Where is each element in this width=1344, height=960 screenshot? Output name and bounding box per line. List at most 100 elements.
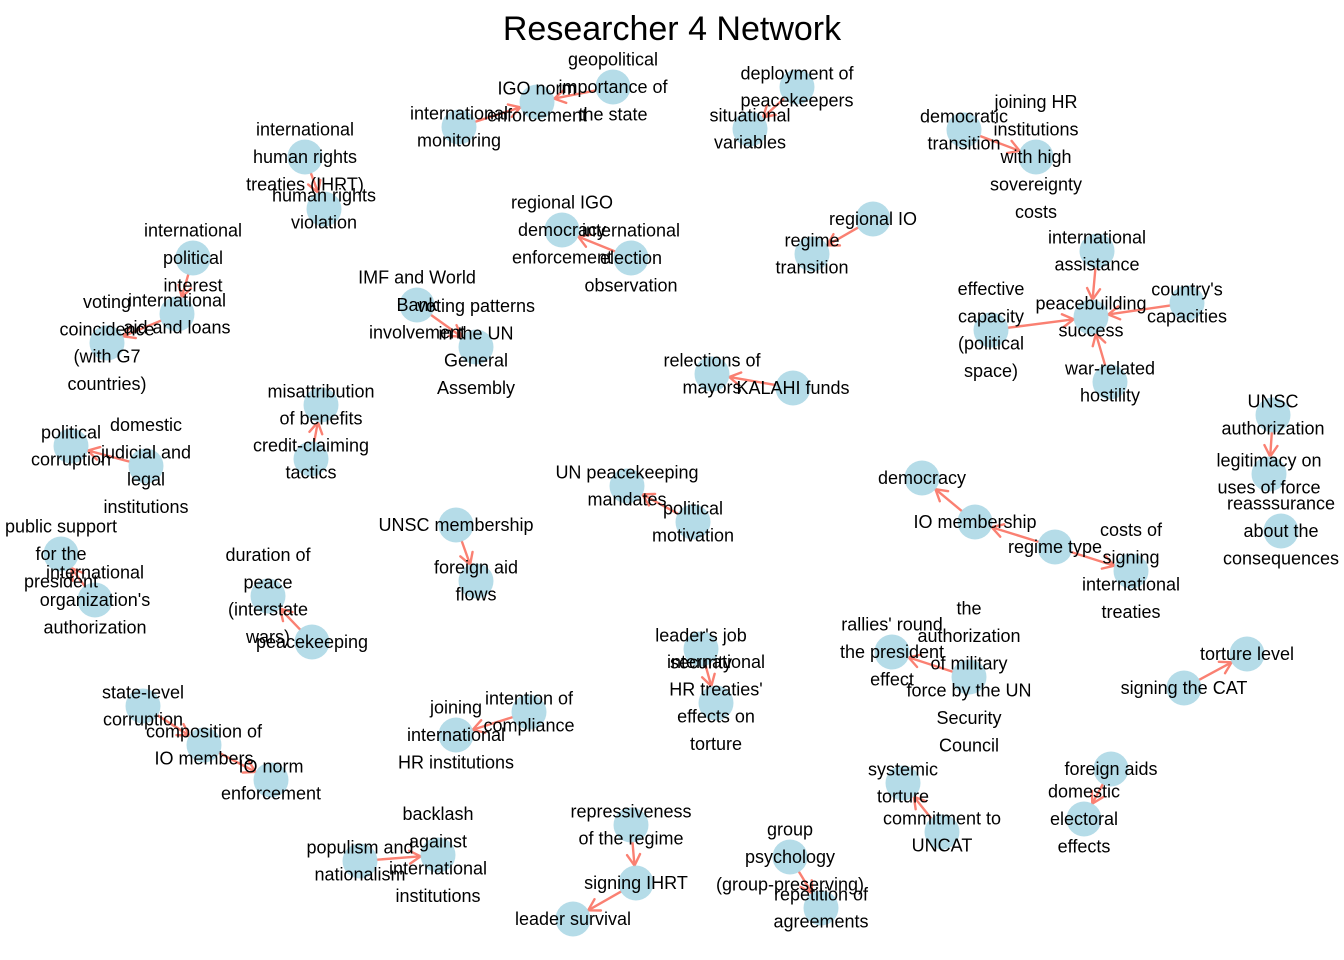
node-circle-n51 [125, 688, 161, 724]
node-label-n41: public support for the president [5, 517, 117, 592]
node-label-line: leader survival [515, 909, 631, 929]
node-circle-n41 [43, 536, 79, 572]
node-circle-n59 [1066, 801, 1102, 837]
node-circle-n40 [458, 563, 494, 599]
node-label-line: repetition of [774, 884, 869, 904]
node-label-line: nationalism [314, 865, 405, 885]
edge-n57-n56 [912, 795, 933, 820]
node-circle-n48 [951, 659, 987, 695]
node-circle-n34 [675, 504, 711, 540]
node-label-line: regime [784, 230, 839, 250]
node-label-line: torture level [1200, 644, 1294, 664]
node-label-line: foreign aid [434, 557, 518, 577]
edge-n39-n40 [460, 540, 472, 566]
node-label-line: against [409, 831, 467, 851]
edge-arrowhead-n16-n17 [121, 324, 138, 340]
node-label-line: coincidence [59, 319, 154, 339]
node-label-line: country's [1151, 279, 1222, 299]
node-circle-n23 [1092, 364, 1128, 400]
node-label-line: domestic [110, 415, 182, 435]
node-circle-n49 [1229, 636, 1265, 672]
node-label-line: (with G7 [73, 347, 140, 367]
edge-n50-n49 [1198, 661, 1233, 681]
node-label-line: uses of force [1217, 478, 1320, 498]
node-label-line: transition [775, 258, 848, 278]
node-label-line: sovereignty [990, 174, 1082, 194]
node-label-line: democracy [878, 468, 966, 488]
node-label-line: Security [936, 708, 1001, 728]
node-circle-n64 [555, 901, 591, 937]
node-circle-n65 [772, 839, 808, 875]
node-label-line: signing [1102, 547, 1159, 567]
node-label-line: misattribution [267, 381, 374, 401]
node-label-line: democracy [518, 220, 606, 240]
node-label-n3: international monitoring [410, 103, 508, 150]
node-circle-n11 [613, 240, 649, 276]
node-label-n30: UNSC authorization [1221, 391, 1324, 438]
edge-arrowhead-n61-n60 [407, 849, 422, 865]
node-label-line: international [144, 221, 242, 241]
edge-arrowhead-n44-n43 [278, 607, 294, 623]
node-circle-n6 [946, 112, 982, 148]
node-label-n26: misattribution of benefits [267, 381, 374, 428]
node-label-line: for the [35, 544, 86, 564]
node-circle-n61 [342, 843, 378, 879]
node-circle-n27 [293, 441, 329, 477]
edge-n25-n24 [728, 375, 777, 387]
edge-n20-n21 [1007, 318, 1075, 329]
edge-n30-n31 [1268, 431, 1274, 458]
node-circle-n17 [89, 325, 125, 361]
node-label-line: capacity [958, 306, 1024, 326]
node-circle-n43 [250, 578, 286, 614]
node-label-n33: UN peacekeeping mandates [555, 462, 698, 509]
node-label-n14: international assistance [1048, 227, 1146, 274]
edge-n37-n38 [1070, 551, 1116, 567]
node-circle-n22 [1169, 285, 1205, 321]
edge-n51-n52 [156, 714, 191, 737]
node-circle-n12 [855, 201, 891, 237]
node-label-line: flows [455, 585, 496, 605]
node-label-n2: IGO norm enforcement [487, 78, 587, 125]
node-label-line: international [128, 290, 226, 310]
node-label-n40: foreign aid flows [434, 557, 518, 604]
node-label-line: costs [1015, 202, 1057, 222]
node-label-n34: political motivation [652, 498, 734, 545]
node-label-line: Assembly [437, 378, 515, 398]
node-label-n66: repetition of agreements [773, 884, 869, 931]
node-label-line: torture [690, 734, 742, 754]
node-label-line: reasssurance [1227, 494, 1335, 514]
edge-n54-n55 [471, 716, 514, 731]
node-circle-n39 [438, 507, 474, 543]
node-circle-n13 [794, 236, 830, 272]
node-label-line: corruption [103, 710, 183, 730]
edge-arrowhead-n20-n21 [1060, 313, 1075, 329]
node-label-line: institutions [395, 886, 480, 906]
node-label-line: joining HR [993, 92, 1077, 112]
node-label-line: IGO norm [497, 78, 576, 98]
node-layer [43, 69, 1299, 937]
node-circle-n50 [1166, 670, 1202, 706]
node-circle-n33 [609, 468, 645, 504]
node-circle-n63 [618, 865, 654, 901]
node-label-line: of military [930, 653, 1007, 673]
node-label-n35: democracy [878, 468, 966, 488]
node-circle-n46 [698, 685, 734, 721]
node-circle-n31 [1251, 456, 1287, 492]
node-label-line: torture [877, 787, 929, 807]
node-label-n39: UNSC membership [378, 515, 533, 535]
node-circle-n53 [253, 762, 289, 798]
node-label-line: peace [243, 572, 292, 592]
node-label-line: hostility [1080, 386, 1140, 406]
node-label-line: political [163, 248, 223, 268]
node-label-n52: composition of IO members [146, 721, 263, 768]
node-label-n50: signing the CAT [1121, 678, 1248, 698]
node-label-line: enforcement [221, 784, 321, 804]
node-label-line: international [1048, 227, 1146, 247]
node-label-n46: international HR treaties' effects on tortu… [667, 652, 765, 754]
node-circle-n56 [885, 765, 921, 801]
node-label-line: composition of [146, 721, 263, 741]
node-label-line: backlash [402, 804, 473, 824]
node-label-n63: signing IHRT [584, 873, 688, 893]
node-label-n43: duration of peace (interstate wars) [225, 545, 311, 647]
